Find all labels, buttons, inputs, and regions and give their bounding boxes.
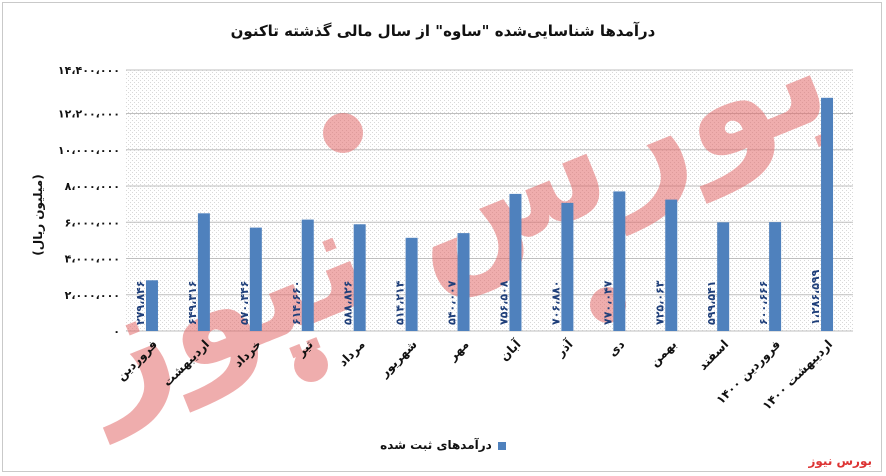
legend-swatch: [497, 441, 506, 450]
y-axis-label: (میلیون ریال): [31, 174, 46, 255]
x-tick-label: مهر: [445, 337, 472, 364]
gridlines: [126, 69, 853, 332]
bars: [145, 97, 834, 332]
chart-title: درآمدها شناسایی‌شده "ساوه" از سال مالی گ…: [230, 22, 656, 40]
bar: [249, 227, 262, 331]
bar: [457, 233, 470, 331]
data-label: ۵۴۰،۰۰۷: [446, 280, 459, 325]
bar: [301, 219, 314, 331]
bar: [613, 191, 626, 331]
x-tick-label: دی: [605, 337, 627, 359]
data-labels: ۲۷۹،۸۴۶ ۶۴۹،۳۱۶ ۵۷۰،۴۴۶ ۶۱۴،۶۶۰ ۵۸۸،۸۲۶ ۵۱۴،۲…: [134, 269, 822, 325]
y-axis-ticks: ۰ ۲،۰۰۰،۰۰۰ ۴،۰۰۰،۰۰۰ ۶،۰۰۰،۰۰۰ ۸،۰۰۰،۰۰۰ ۱۰،…: [58, 64, 120, 338]
bar: [769, 222, 782, 331]
bar: [821, 97, 834, 332]
data-label: ۶۰۰،۶۶۶: [757, 281, 770, 325]
bar: [717, 222, 730, 331]
y-tick-label: ۱۰،۰۰۰،۰۰۰: [58, 144, 120, 157]
y-tick-label: ۴،۰۰۰،۰۰۰: [65, 253, 120, 266]
data-label: ۵۸۸،۸۲۶: [342, 281, 355, 325]
data-label: ۵۹۹،۵۴۱: [705, 281, 718, 325]
x-tick-label: اسفند: [696, 337, 732, 373]
bar: [509, 193, 522, 331]
y-tick-label: ۸،۰۰۰،۰۰۰: [65, 180, 120, 193]
data-label: ۵۷۰،۴۴۶: [238, 281, 251, 325]
bar: [197, 213, 210, 331]
data-label: ۵۱۴،۲۱۴: [394, 280, 407, 325]
data-label: ۶۱۴،۶۶۰: [290, 281, 303, 325]
bar: [665, 199, 678, 331]
bar: [405, 237, 418, 331]
bar: [145, 280, 158, 331]
data-label: ۶۴۹،۳۱۶: [186, 281, 199, 325]
bar: [353, 224, 366, 331]
y-tick-label: ۰: [113, 325, 120, 338]
legend-label: درآمدهای ثبت شده: [380, 438, 492, 452]
y-tick-label: ۱۴،۴۰۰،۰۰۰: [58, 64, 120, 77]
x-tick-label: آبان: [496, 336, 524, 364]
x-tick-label: شهریور: [377, 337, 421, 381]
data-label: ۲۷۹،۸۴۶: [134, 281, 147, 325]
x-tick-label: بهمن: [647, 337, 679, 369]
data-label: ۷۲۵،۰۶۳: [653, 280, 666, 325]
bar: [561, 202, 574, 331]
x-tick-label: آذر: [552, 336, 576, 360]
data-label: ۷۷۰،۰۴۷: [601, 280, 614, 325]
y-tick-label: ۱۲،۲۰۰،۰۰۰: [58, 108, 120, 121]
data-label: ۷۰۶،۸۸۰: [549, 281, 562, 325]
y-tick-label: ۲،۰۰۰،۰۰۰: [65, 289, 120, 302]
data-label: ۱،۲۸۶،۵۹۹: [809, 269, 822, 325]
legend: درآمدهای ثبت شده: [0, 438, 886, 452]
data-label: ۷۵۶،۵۰۸: [497, 280, 510, 325]
source-label: بورس نیوز: [808, 454, 872, 468]
y-tick-label: ۶،۰۰۰،۰۰۰: [65, 216, 120, 229]
